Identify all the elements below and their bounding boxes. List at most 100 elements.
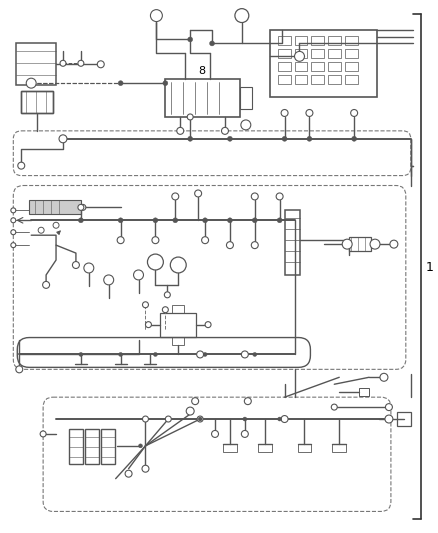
Circle shape [241,351,248,358]
Bar [328,50,340,58]
Circle shape [209,41,214,46]
Circle shape [152,218,158,223]
Circle shape [165,416,171,422]
Bar [21,91,53,113]
Bar [223,444,237,452]
Circle shape [221,127,228,134]
Circle shape [379,373,387,381]
Circle shape [203,352,207,357]
Circle shape [211,431,218,438]
Circle shape [103,275,113,285]
Bar [344,62,357,71]
Bar [328,62,340,71]
Circle shape [153,352,157,357]
Circle shape [251,241,258,248]
Circle shape [152,237,159,244]
Circle shape [138,444,142,448]
Circle shape [305,109,312,116]
Circle shape [125,470,132,477]
Circle shape [306,136,311,141]
Circle shape [78,60,84,66]
Circle shape [142,416,148,422]
Circle shape [201,237,208,244]
Text: 8: 8 [198,66,205,76]
Circle shape [294,51,304,61]
Bar [294,75,307,84]
Circle shape [369,239,379,249]
Bar [311,36,324,45]
Circle shape [241,431,248,438]
Circle shape [11,218,16,223]
Circle shape [142,302,148,308]
Bar [328,75,340,84]
Bar [160,313,196,336]
Circle shape [389,240,397,248]
Circle shape [197,416,203,422]
Bar [277,75,290,84]
Circle shape [252,218,257,223]
Circle shape [282,136,286,141]
Bar [344,50,357,58]
Circle shape [205,321,211,328]
Circle shape [84,263,94,273]
Circle shape [227,218,232,223]
Bar [294,36,307,45]
Circle shape [162,80,167,86]
Circle shape [53,222,59,228]
Circle shape [78,204,84,211]
Circle shape [38,227,44,233]
Bar [328,36,340,45]
Circle shape [384,415,392,423]
Circle shape [170,257,186,273]
Circle shape [162,307,168,313]
Bar [277,62,290,71]
Circle shape [11,230,16,235]
Circle shape [276,193,283,200]
Circle shape [385,403,392,410]
Circle shape [251,193,258,200]
Bar [284,211,300,275]
Text: 1: 1 [425,262,433,274]
Bar [358,388,368,396]
Bar [257,444,271,452]
Circle shape [117,237,124,244]
Circle shape [196,351,203,358]
Circle shape [141,465,148,472]
Bar [344,36,357,45]
Circle shape [173,218,177,223]
Circle shape [252,352,256,357]
Circle shape [244,398,251,405]
Circle shape [351,136,356,141]
Circle shape [187,114,193,120]
Bar [165,79,239,117]
Circle shape [97,61,104,68]
Bar [21,91,53,113]
Bar [311,75,324,84]
Bar [311,62,324,71]
Circle shape [202,218,207,223]
Circle shape [280,109,287,116]
Circle shape [280,416,287,423]
Circle shape [118,352,122,357]
Bar [396,412,410,426]
Bar [269,29,376,97]
Circle shape [16,366,23,373]
Bar [69,429,83,464]
Circle shape [147,254,163,270]
Bar [239,87,251,109]
Circle shape [145,321,151,328]
Circle shape [150,10,162,21]
Bar [332,444,346,452]
Circle shape [72,262,79,269]
Circle shape [187,37,192,42]
Circle shape [227,136,232,141]
Bar [277,50,290,58]
Bar [85,429,99,464]
Circle shape [234,9,248,22]
Circle shape [118,80,123,86]
Circle shape [177,127,184,134]
Circle shape [191,398,198,405]
Bar [172,336,184,344]
Bar [348,237,370,251]
Circle shape [42,281,49,288]
